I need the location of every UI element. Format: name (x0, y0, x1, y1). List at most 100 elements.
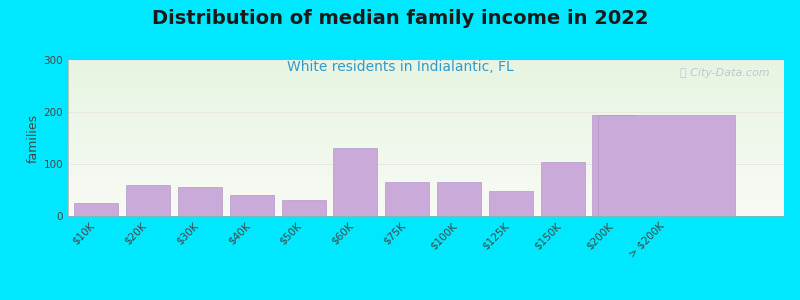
Bar (68, 169, 784, 170)
Bar (68, 151, 784, 152)
Bar (74, 203, 118, 216)
Bar (68, 107, 784, 108)
Bar (68, 89, 784, 90)
Bar (386, 182, 430, 216)
Bar (68, 90, 784, 91)
Bar (68, 192, 784, 193)
Bar (489, 191, 533, 216)
Bar (68, 121, 784, 122)
Bar (68, 175, 784, 176)
Bar (68, 133, 784, 134)
Bar (68, 150, 784, 151)
Bar (68, 84, 784, 85)
Bar (68, 149, 784, 150)
Bar (68, 171, 784, 172)
Bar (68, 68, 784, 69)
Bar (68, 194, 784, 195)
Bar (68, 75, 784, 76)
Bar (68, 66, 784, 67)
Bar (68, 188, 784, 189)
Bar (68, 202, 784, 203)
Bar (68, 199, 784, 200)
Bar (68, 203, 784, 204)
Bar (68, 130, 784, 131)
Bar (68, 67, 784, 68)
Bar (68, 70, 784, 71)
Bar (68, 106, 784, 107)
Bar (68, 109, 784, 110)
Bar (68, 170, 784, 171)
Bar (230, 195, 274, 216)
Bar (68, 181, 784, 182)
Bar (68, 211, 784, 212)
Bar (68, 105, 784, 106)
Bar (68, 101, 784, 102)
Bar (68, 127, 784, 128)
Bar (68, 143, 784, 144)
Bar (68, 96, 784, 97)
Bar (68, 72, 784, 73)
Bar (68, 163, 784, 164)
Bar (68, 83, 784, 84)
Bar (68, 180, 784, 181)
Bar (592, 115, 636, 216)
Bar (68, 60, 784, 61)
Bar (68, 92, 784, 93)
Bar (68, 104, 784, 105)
Bar (126, 185, 170, 216)
Bar (68, 164, 784, 165)
Bar (68, 80, 784, 81)
Bar (68, 207, 784, 208)
Y-axis label: families: families (26, 113, 39, 163)
Bar (68, 65, 784, 66)
Bar (68, 176, 784, 177)
Bar (68, 148, 784, 149)
Bar (68, 123, 784, 124)
Bar (68, 189, 784, 190)
Bar (68, 193, 784, 194)
Bar (68, 95, 784, 96)
Bar (68, 200, 784, 201)
Bar (68, 178, 784, 179)
Bar (68, 197, 784, 198)
Bar (68, 111, 784, 112)
Bar (68, 186, 784, 187)
Bar (68, 62, 784, 63)
Bar (68, 185, 784, 186)
Bar (598, 115, 734, 216)
Bar (68, 64, 784, 65)
Bar (68, 88, 784, 89)
Bar (68, 117, 784, 118)
Bar (68, 120, 784, 121)
Bar (68, 154, 784, 155)
Bar (68, 215, 784, 216)
Bar (68, 69, 784, 70)
Bar (68, 172, 784, 173)
Bar (68, 142, 784, 143)
Text: ⓘ City-Data.com: ⓘ City-Data.com (680, 68, 770, 78)
Bar (68, 138, 784, 139)
Bar (68, 79, 784, 80)
Bar (68, 183, 784, 184)
Bar (68, 87, 784, 88)
Bar (68, 86, 784, 87)
Bar (68, 144, 784, 145)
Bar (68, 124, 784, 125)
Bar (68, 157, 784, 158)
Bar (68, 74, 784, 75)
Bar (68, 161, 784, 162)
Bar (68, 141, 784, 142)
Bar (68, 204, 784, 205)
Bar (68, 145, 784, 146)
Bar (68, 187, 784, 188)
Bar (68, 179, 784, 180)
Bar (68, 102, 784, 103)
Bar (68, 129, 784, 130)
Bar (68, 140, 784, 141)
Bar (68, 108, 784, 109)
Bar (68, 174, 784, 175)
Bar (68, 116, 784, 117)
Bar (68, 98, 784, 99)
Bar (68, 184, 784, 185)
Bar (68, 160, 784, 161)
